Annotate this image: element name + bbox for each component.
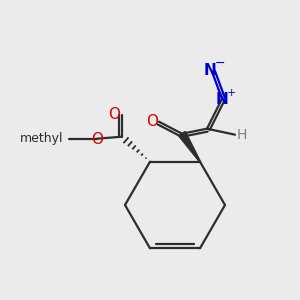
Text: methyl: methyl	[20, 132, 63, 145]
Text: O: O	[146, 114, 158, 129]
Text: N: N	[216, 92, 228, 107]
Polygon shape	[178, 131, 200, 162]
Text: O: O	[108, 107, 120, 122]
Text: O: O	[91, 132, 103, 147]
Text: −: −	[215, 57, 225, 70]
Text: N: N	[204, 63, 216, 78]
Text: +: +	[226, 88, 236, 98]
Text: H: H	[237, 128, 247, 142]
